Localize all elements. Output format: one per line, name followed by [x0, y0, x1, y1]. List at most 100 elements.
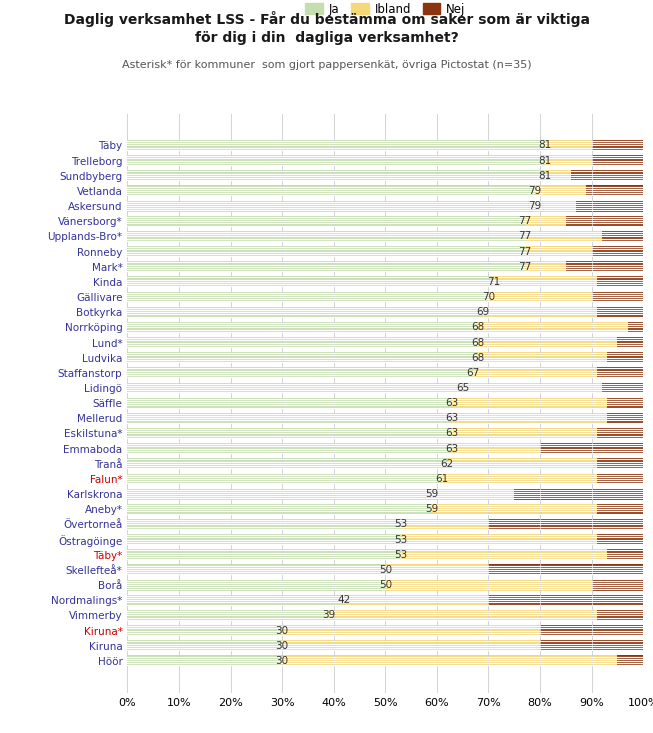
Bar — [127, 458, 447, 469]
Bar — [488, 519, 643, 530]
Bar — [540, 625, 643, 636]
Bar — [524, 216, 566, 226]
Bar — [344, 594, 488, 605]
Text: 81: 81 — [539, 141, 552, 150]
Bar — [545, 155, 592, 166]
Bar — [127, 428, 453, 439]
Bar — [586, 185, 643, 196]
Bar — [127, 367, 473, 378]
Text: 71: 71 — [487, 277, 500, 287]
Text: 68: 68 — [471, 353, 485, 363]
Bar — [597, 306, 643, 317]
Bar — [607, 549, 643, 560]
Bar — [127, 549, 401, 560]
Bar — [515, 489, 643, 500]
Bar — [127, 306, 483, 317]
Text: 61: 61 — [436, 474, 449, 484]
Bar — [607, 413, 643, 424]
Bar — [127, 201, 535, 212]
Bar — [524, 246, 592, 257]
Bar — [540, 641, 643, 651]
Bar — [127, 140, 545, 151]
Bar — [127, 276, 494, 287]
Bar — [453, 443, 540, 454]
Bar — [566, 261, 643, 272]
Bar — [401, 519, 488, 530]
Bar — [545, 140, 592, 151]
Bar — [524, 261, 566, 272]
Bar — [282, 655, 618, 666]
Legend: Ja, Ibland, Nej: Ja, Ibland, Nej — [300, 0, 470, 21]
Bar — [488, 594, 643, 605]
Bar — [597, 428, 643, 439]
Text: 63: 63 — [446, 413, 459, 424]
Bar — [566, 216, 643, 226]
Bar — [127, 383, 463, 394]
Bar — [127, 246, 524, 257]
Bar — [127, 443, 453, 454]
Bar — [597, 474, 643, 485]
Text: Asterisk* för kommuner  som gjort pappersenkät, övriga Pictostat (n=35): Asterisk* för kommuner som gjort pappers… — [121, 60, 532, 70]
Bar — [488, 564, 643, 575]
Bar — [127, 474, 442, 485]
Text: 63: 63 — [446, 429, 459, 438]
Bar — [432, 489, 515, 500]
Bar — [488, 292, 592, 303]
Bar — [478, 337, 618, 348]
Bar — [127, 231, 524, 242]
Bar — [127, 352, 478, 363]
Bar — [127, 534, 401, 545]
Bar — [432, 504, 597, 515]
Text: 53: 53 — [394, 520, 407, 529]
Bar — [127, 641, 282, 651]
Text: 69: 69 — [477, 307, 490, 317]
Bar — [597, 610, 643, 621]
Text: 79: 79 — [528, 201, 541, 211]
Text: 65: 65 — [456, 383, 470, 393]
Bar — [473, 367, 597, 378]
Bar — [127, 185, 535, 196]
Text: 59: 59 — [425, 504, 438, 515]
Text: 77: 77 — [518, 246, 531, 257]
Bar — [127, 625, 282, 636]
Bar — [127, 292, 488, 303]
Bar — [127, 610, 328, 621]
Bar — [401, 549, 607, 560]
Bar — [127, 564, 385, 575]
Text: 30: 30 — [276, 641, 289, 651]
Bar — [282, 641, 540, 651]
Text: 67: 67 — [466, 368, 479, 377]
Bar — [127, 337, 478, 348]
Bar — [127, 413, 453, 424]
Bar — [494, 276, 597, 287]
Bar — [127, 489, 432, 500]
Bar — [127, 519, 401, 530]
Text: 63: 63 — [446, 398, 459, 408]
Bar — [597, 504, 643, 515]
Text: 53: 53 — [394, 550, 407, 560]
Text: 77: 77 — [518, 232, 531, 241]
Bar — [597, 367, 643, 378]
Bar — [453, 413, 607, 424]
Bar — [127, 398, 453, 408]
Bar — [127, 216, 524, 226]
Bar — [597, 276, 643, 287]
Text: 79: 79 — [528, 186, 541, 196]
Text: 70: 70 — [482, 292, 495, 302]
Bar — [535, 185, 586, 196]
Bar — [618, 655, 643, 666]
Bar — [385, 580, 592, 591]
Bar — [592, 292, 643, 303]
Bar — [447, 458, 597, 469]
Bar — [483, 306, 597, 317]
Bar — [545, 170, 571, 181]
Bar — [127, 594, 344, 605]
Bar — [453, 428, 597, 439]
Text: 53: 53 — [394, 534, 407, 545]
Bar — [592, 155, 643, 166]
Bar — [127, 504, 432, 515]
Text: 50: 50 — [379, 580, 392, 590]
Bar — [385, 564, 488, 575]
Bar — [453, 398, 607, 408]
Bar — [592, 140, 643, 151]
